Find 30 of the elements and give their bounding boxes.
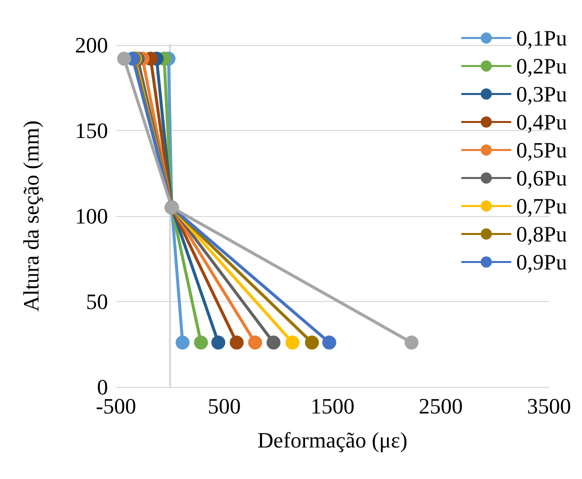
point [304,336,319,350]
point [248,336,262,350]
legend-label: 0,1Pu [516,26,568,50]
point [230,336,244,350]
x-tick-label: 2500 [418,394,463,418]
legend-label: 0,9Pu [516,250,568,274]
x-axis-title: Deformação (με) [258,428,408,452]
y-tick-label: 200 [75,32,108,58]
x-tick-label: 3500 [527,394,571,418]
x-tick-label: 1500 [310,394,354,418]
legend-label: 0,4Pu [516,110,568,134]
point [285,336,300,350]
point [266,336,281,350]
x-tick-label: 500 [208,394,241,418]
point [322,336,336,350]
point [194,336,208,350]
legend-label: 0,5Pu [516,138,568,162]
y-axis-title: Altura da seção (mm) [18,120,44,312]
y-tick-label: 150 [75,118,108,143]
legend-label: 0,7Pu [516,194,568,218]
legend-label: 0,8Pu [516,222,568,246]
point [404,336,419,350]
point [211,336,226,350]
point [176,336,190,350]
y-tick-label: 50 [86,289,108,314]
legend-label: 0,6Pu [516,166,568,190]
y-tick-label: 100 [75,204,108,228]
legend-label: 0,2Pu [516,54,568,78]
legend-label: 0,3Pu [516,82,568,106]
point [117,52,132,66]
